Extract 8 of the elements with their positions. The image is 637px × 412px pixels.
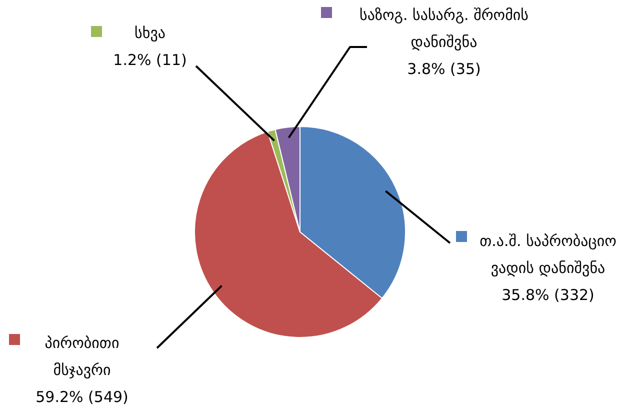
legend-label: თ.ა.შ. საპრობაციო ვადის დანიშვნა bbox=[480, 232, 617, 277]
data-label: 3.8% (35) bbox=[407, 60, 481, 78]
data-label: 35.8% (332) bbox=[502, 286, 594, 304]
data-label: 59.2% (549) bbox=[36, 388, 128, 406]
legend-label: სხვა bbox=[134, 24, 166, 42]
legend-label: საზოგ. სასარგ. შრომის დანიშვნა bbox=[359, 6, 529, 51]
legend-label: პირობითი მსჯავრი bbox=[44, 334, 120, 379]
data-label: 1.2% (11) bbox=[113, 50, 187, 69]
